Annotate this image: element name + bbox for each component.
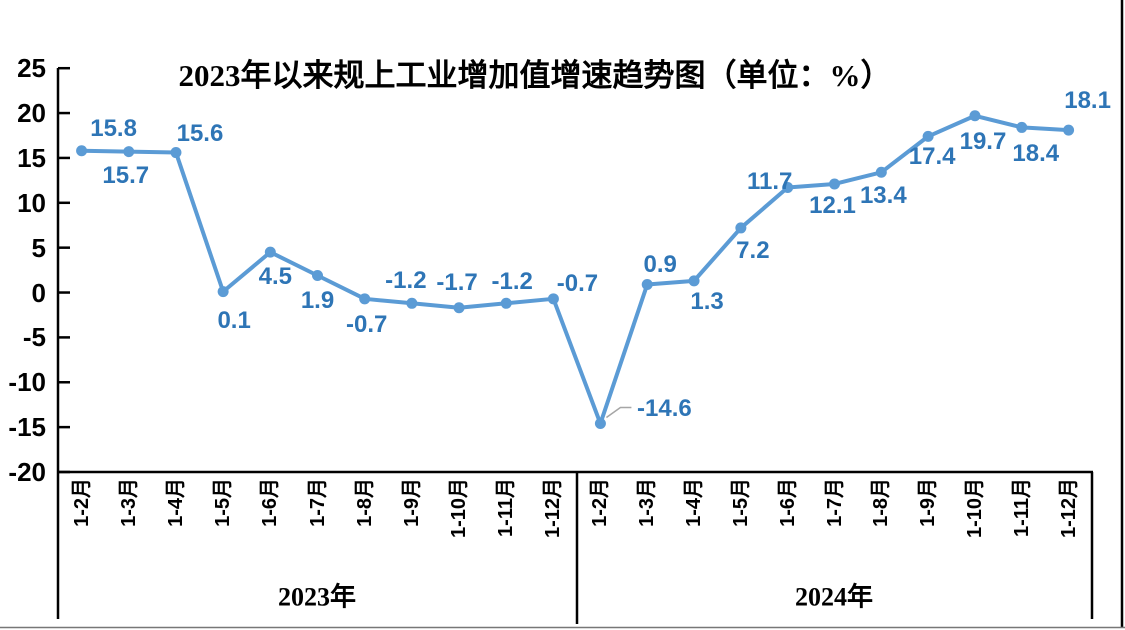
data-point-marker: [217, 286, 229, 298]
y-tick-label: 15: [17, 142, 46, 173]
data-label: 18.4: [1012, 140, 1060, 168]
data-label: 1.3: [690, 287, 724, 315]
x-month-label: 1-6月: [776, 478, 799, 527]
data-point-marker: [688, 275, 700, 287]
x-month-label: 1-4月: [683, 478, 706, 527]
x-month-label: 1-7月: [823, 478, 846, 527]
x-month-label: 1-11月: [495, 478, 518, 537]
y-tick-label: 0: [31, 277, 46, 308]
data-point-marker: [641, 278, 653, 290]
x-month-label: 1-9月: [400, 478, 423, 527]
data-label: 4.5: [258, 263, 292, 291]
data-label: 0.9: [643, 251, 677, 279]
data-point-marker: [312, 269, 323, 281]
data-label: -0.7: [345, 310, 388, 338]
x-month-label: 1-12月: [1057, 478, 1080, 539]
x-month-label: 1-3月: [636, 478, 659, 527]
y-tick-label: -15: [8, 412, 46, 443]
data-label: 1.9: [300, 287, 335, 315]
data-label: 15.6: [176, 119, 224, 147]
x-month-label: 1-10月: [448, 478, 471, 539]
x-month-label: 1-2月: [70, 478, 93, 527]
data-label: -1.7: [436, 268, 478, 296]
data-label: 17.4: [908, 143, 956, 171]
x-month-label: 1-9月: [917, 478, 940, 527]
data-point-marker: [123, 146, 135, 158]
data-point-marker: [359, 293, 371, 305]
x-month-label: 1-4月: [164, 478, 187, 527]
data-point-marker: [782, 182, 794, 194]
y-tick-label: 25: [17, 53, 46, 84]
y-tick-label: 5: [31, 232, 46, 263]
x-month-label: 1-10月: [963, 478, 986, 539]
year-label-2023: 2023年: [277, 582, 357, 612]
data-point-marker: [547, 293, 559, 305]
data-label: -1.2: [491, 268, 533, 296]
x-month-label: 1-3月: [117, 478, 140, 527]
x-month-label: 1-8月: [353, 478, 376, 527]
x-month-label: 1-11月: [1010, 478, 1033, 537]
data-point-marker: [453, 302, 465, 314]
x-month-label: 1-12月: [542, 478, 565, 539]
x-month-label: 1-5月: [729, 478, 752, 527]
data-point-marker: [875, 166, 887, 178]
data-point-marker: [594, 418, 606, 430]
data-label: 7.2: [736, 236, 770, 264]
data-point-marker: [829, 178, 840, 190]
data-label: -1.2: [385, 267, 427, 295]
data-label: -14.6: [637, 394, 692, 422]
data-label: 15.7: [102, 161, 150, 189]
data-label: 12.1: [809, 191, 856, 219]
y-tick-label: 10: [17, 187, 46, 218]
data-point-marker: [1016, 121, 1028, 133]
data-point-marker: [170, 147, 182, 159]
year-label-2024: 2024年: [794, 582, 874, 612]
data-label: 11.7: [746, 167, 793, 195]
data-label: 13.4: [859, 182, 907, 210]
x-month-label: 1-7月: [306, 478, 329, 527]
data-point-marker: [969, 110, 981, 122]
data-point-marker: [406, 297, 418, 309]
chart-title: 2023年以来规上工业增加值增速趋势图（单位：%）: [178, 58, 892, 93]
data-point-marker: [735, 222, 747, 234]
data-label: 18.1: [1064, 87, 1111, 115]
y-tick-label: -10: [8, 367, 46, 398]
data-label: 19.7: [959, 127, 1007, 155]
data-label: 0.1: [217, 306, 251, 334]
data-point-marker: [500, 297, 512, 309]
data-point-marker: [1063, 124, 1075, 136]
trend-line: [79, 113, 1071, 426]
label-leader-line: [605, 406, 632, 419]
x-month-label: 1-2月: [589, 478, 612, 527]
data-label: 15.8: [90, 114, 137, 142]
x-month-label: 1-8月: [870, 478, 893, 527]
x-month-label: 1-5月: [212, 478, 235, 527]
y-tick-label: -20: [8, 457, 46, 487]
data-label: -0.7: [556, 269, 599, 297]
x-month-label: 1-6月: [259, 478, 282, 527]
data-point-marker: [922, 130, 934, 142]
data-point-marker: [76, 145, 88, 157]
data-point-marker: [264, 246, 276, 258]
y-tick-label: -5: [22, 322, 46, 353]
y-tick-label: 20: [17, 98, 46, 129]
